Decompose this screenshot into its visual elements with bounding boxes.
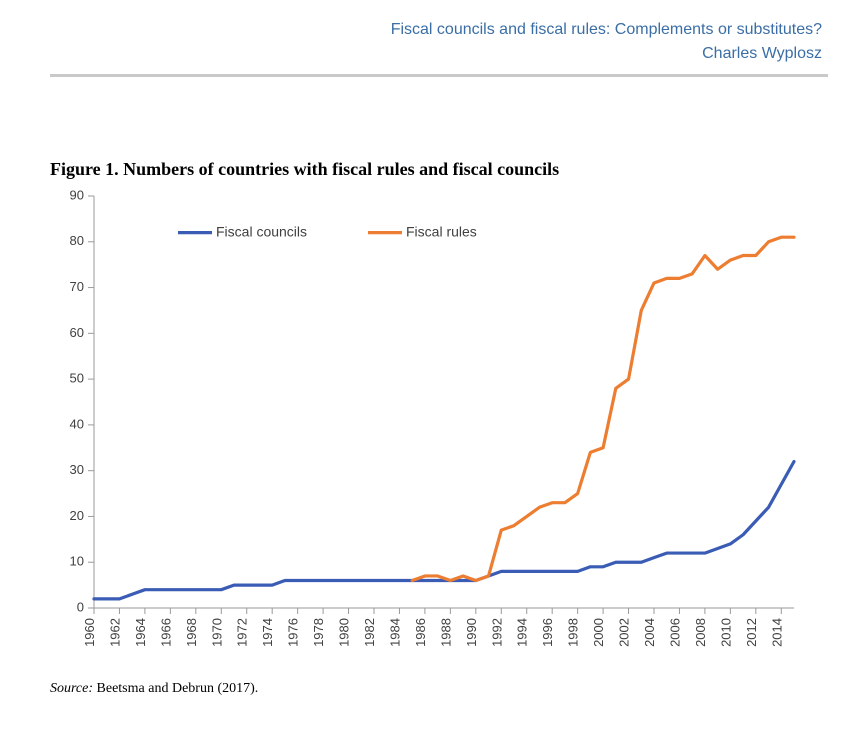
header-rule	[50, 74, 828, 77]
svg-text:2004: 2004	[642, 618, 657, 647]
svg-text:1996: 1996	[540, 618, 555, 647]
svg-text:1990: 1990	[464, 618, 479, 647]
source-text: Beetsma and Debrun (2017).	[93, 681, 258, 696]
line-chart: 0 10 20 30 40 50 60 70 80 90 1960 1962 1964 1966 1968 1…	[50, 186, 810, 666]
source-label: Source:	[50, 681, 93, 696]
svg-text:2000: 2000	[591, 618, 606, 647]
header-author: Charles Wyplosz	[50, 42, 822, 66]
svg-text:1978: 1978	[311, 618, 326, 647]
legend-label: Fiscal rules	[406, 223, 477, 239]
svg-text:2012: 2012	[744, 618, 759, 647]
svg-text:1976: 1976	[286, 618, 301, 647]
svg-text:1982: 1982	[362, 618, 377, 647]
svg-text:2002: 2002	[617, 618, 632, 647]
svg-text:1964: 1964	[133, 618, 148, 647]
svg-text:80: 80	[70, 233, 84, 248]
svg-text:20: 20	[70, 508, 84, 523]
svg-text:2014: 2014	[769, 618, 784, 647]
page-header: Fiscal councils and fiscal rules: Comple…	[50, 18, 828, 66]
svg-text:1962: 1962	[107, 618, 122, 647]
svg-text:70: 70	[70, 279, 84, 294]
svg-text:1998: 1998	[566, 618, 581, 647]
chart-container: 0 10 20 30 40 50 60 70 80 90 1960 1962 1964 1966 1968 1…	[50, 186, 828, 671]
svg-text:40: 40	[70, 416, 84, 431]
svg-text:90: 90	[70, 187, 84, 202]
svg-text:30: 30	[70, 462, 84, 477]
svg-text:1968: 1968	[184, 618, 199, 647]
svg-text:1980: 1980	[337, 618, 352, 647]
svg-text:0: 0	[77, 599, 84, 614]
svg-text:1984: 1984	[387, 618, 402, 647]
svg-text:60: 60	[70, 325, 84, 340]
svg-text:1960: 1960	[82, 618, 97, 647]
figure-source: Source: Beetsma and Debrun (2017).	[50, 681, 828, 697]
legend-label: Fiscal councils	[216, 223, 307, 239]
svg-text:2008: 2008	[693, 618, 708, 647]
svg-text:1986: 1986	[413, 618, 428, 647]
svg-text:1988: 1988	[438, 618, 453, 647]
svg-text:10: 10	[70, 554, 84, 569]
svg-text:1970: 1970	[209, 618, 224, 647]
header-title: Fiscal councils and fiscal rules: Comple…	[50, 18, 822, 42]
svg-text:1994: 1994	[515, 618, 530, 647]
svg-text:2006: 2006	[667, 618, 682, 647]
svg-text:1974: 1974	[260, 618, 275, 647]
svg-text:1972: 1972	[235, 618, 250, 647]
figure-title: Figure 1. Numbers of countries with fisc…	[50, 159, 828, 180]
svg-text:2010: 2010	[718, 618, 733, 647]
svg-text:50: 50	[70, 371, 84, 386]
svg-text:1992: 1992	[489, 618, 504, 647]
svg-text:1966: 1966	[158, 618, 173, 647]
